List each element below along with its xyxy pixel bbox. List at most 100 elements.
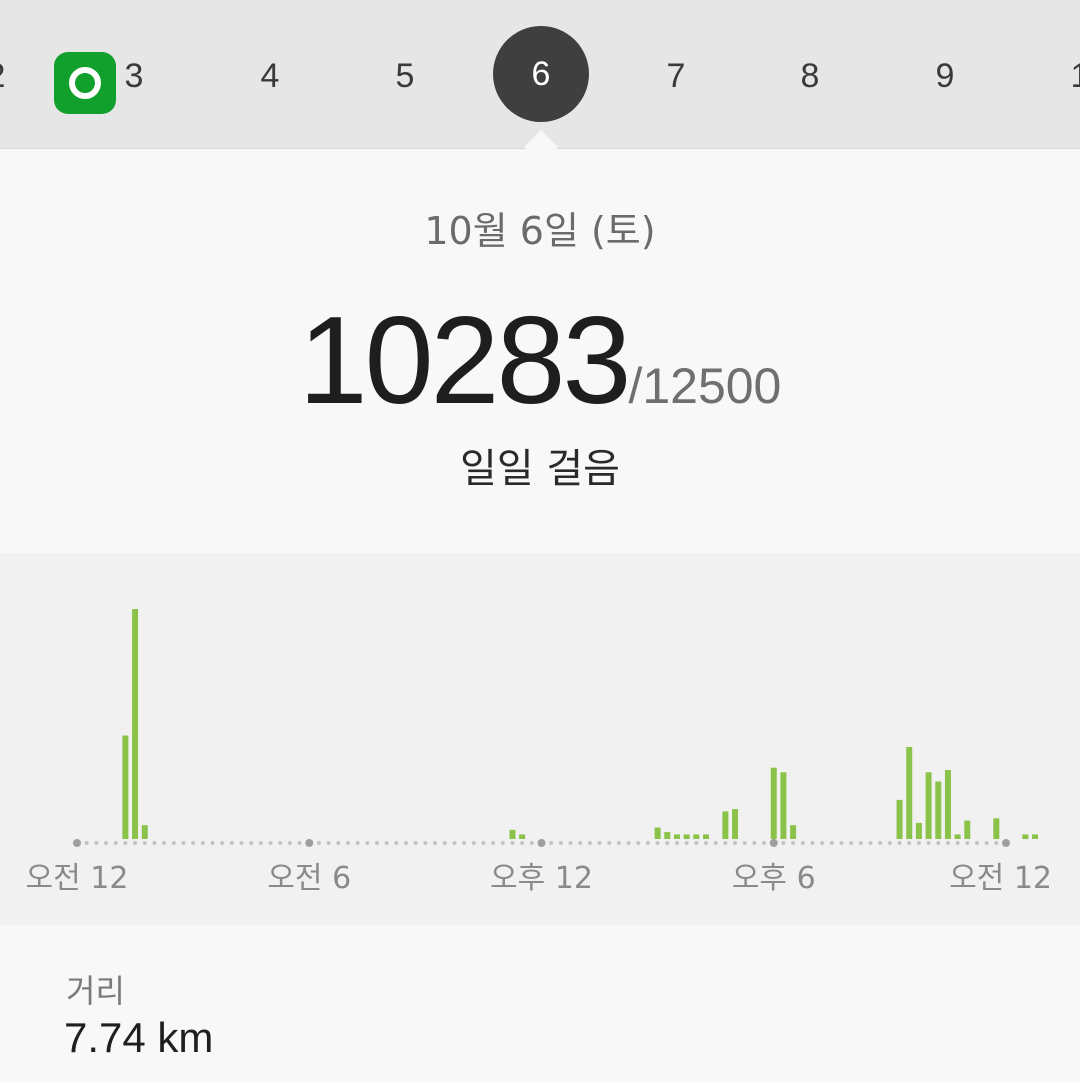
baseline-dot <box>645 841 650 845</box>
step-bar <box>654 827 661 839</box>
baseline-dot <box>413 841 418 845</box>
steps-bar-chart: 오전 12 오전 6 오후 12 오후 6 오전 12 <box>26 609 1052 896</box>
step-bar <box>935 781 942 839</box>
baseline-dot <box>84 841 89 845</box>
baseline-dot <box>452 841 457 845</box>
baseline-dot <box>365 841 370 845</box>
baseline-dot <box>742 841 747 845</box>
selected-date-label: 10월 6일 (토) <box>424 209 656 253</box>
date-day-2[interactable]: 2 <box>0 36 36 116</box>
step-bar <box>790 825 797 839</box>
baseline-dot <box>907 841 912 845</box>
distance-label: 거리 <box>66 972 125 1010</box>
baseline-dot <box>181 841 186 845</box>
baseline-dot <box>239 841 244 845</box>
baseline-dot <box>94 841 99 845</box>
baseline-dot <box>849 841 854 845</box>
step-bar <box>122 735 129 839</box>
steps-label: 일일 걸음 <box>460 446 620 492</box>
baseline-dot <box>955 841 960 845</box>
steps-count: 10283 <box>298 292 632 430</box>
step-bar <box>1032 834 1039 839</box>
date-day-7[interactable]: 7 <box>666 57 686 95</box>
step-bar <box>993 818 1000 839</box>
step-bar <box>780 772 787 839</box>
baseline-dot <box>936 841 941 845</box>
baseline-dot <box>558 841 563 845</box>
date-day-4[interactable]: 4 <box>260 57 280 95</box>
baseline-dot <box>607 841 612 845</box>
step-bar <box>732 809 739 839</box>
baseline-dot <box>704 841 709 845</box>
date-day-8[interactable]: 8 <box>800 57 820 95</box>
step-bar <box>944 770 951 839</box>
x-axis-tick-label: 오후 6 <box>732 861 816 896</box>
baseline-dot <box>133 841 138 845</box>
step-bar <box>722 811 729 839</box>
baseline-dot <box>113 841 118 845</box>
baseline-dot <box>587 841 592 845</box>
step-bar <box>770 767 777 839</box>
baseline-dot <box>974 841 979 845</box>
baseline-dot <box>858 841 863 845</box>
baseline-dot <box>800 841 805 845</box>
baseline-dot <box>878 841 883 845</box>
baseline-dot <box>616 841 621 845</box>
hourly-steps-chart: 오전 12 오전 6 오후 12 오후 6 오전 12 <box>0 553 1080 925</box>
x-axis-tick-label: 오전 12 <box>26 861 129 896</box>
baseline-dot <box>810 841 815 845</box>
baseline-dot <box>897 841 902 845</box>
axis-tick <box>537 839 546 847</box>
baseline-dot <box>278 841 283 845</box>
baseline-dot <box>791 841 796 845</box>
date-day-3[interactable]: 3 <box>124 57 144 95</box>
baseline-dot <box>684 841 689 845</box>
baseline-dot <box>433 841 438 845</box>
axis-tick <box>305 839 314 847</box>
baseline-dot <box>316 841 321 845</box>
baseline-dot <box>104 841 109 845</box>
date-day-10[interactable]: 1 <box>1070 57 1080 95</box>
baseline-dot <box>171 841 176 845</box>
baseline-dot <box>820 841 825 845</box>
baseline-dot <box>162 841 167 845</box>
baseline-dot <box>152 841 157 845</box>
date-day-9[interactable]: 9 <box>935 57 955 95</box>
baseline-dot <box>636 841 641 845</box>
baseline-dot <box>839 841 844 845</box>
baseline-dot <box>723 841 728 845</box>
step-bar <box>509 829 516 839</box>
baseline-dot <box>887 841 892 845</box>
baseline-dot <box>529 841 534 845</box>
axis-tick <box>769 839 778 847</box>
baseline-dot <box>297 841 302 845</box>
step-bar <box>906 747 913 839</box>
baseline-dot <box>945 841 950 845</box>
baseline-dot <box>510 841 515 845</box>
baseline-dot <box>394 841 399 845</box>
baseline-dot <box>694 841 699 845</box>
step-bar <box>703 834 710 839</box>
baseline-dot <box>674 841 679 845</box>
baseline-dot <box>191 841 196 845</box>
baseline-dot <box>491 841 496 845</box>
baseline-dot <box>733 841 738 845</box>
step-bar <box>1022 834 1029 839</box>
date-day-6-selected[interactable]: 6 <box>493 26 589 122</box>
x-axis-tick-label: 오후 12 <box>490 861 593 896</box>
baseline-dot <box>404 841 409 845</box>
baseline-dot <box>210 841 215 845</box>
baseline-dot <box>123 841 128 845</box>
baseline-dot <box>655 841 660 845</box>
steps-goal: /12500 <box>628 358 782 414</box>
step-bar <box>964 820 971 839</box>
baseline-dot <box>355 841 360 845</box>
baseline-dot <box>549 841 554 845</box>
x-axis-tick-label: 오전 6 <box>267 861 351 896</box>
baseline-dot <box>665 841 670 845</box>
baseline-dot <box>462 841 467 845</box>
baseline-dot <box>520 841 525 845</box>
step-bar <box>925 772 932 839</box>
date-day-5[interactable]: 5 <box>395 57 415 95</box>
baseline-dot <box>762 841 767 845</box>
